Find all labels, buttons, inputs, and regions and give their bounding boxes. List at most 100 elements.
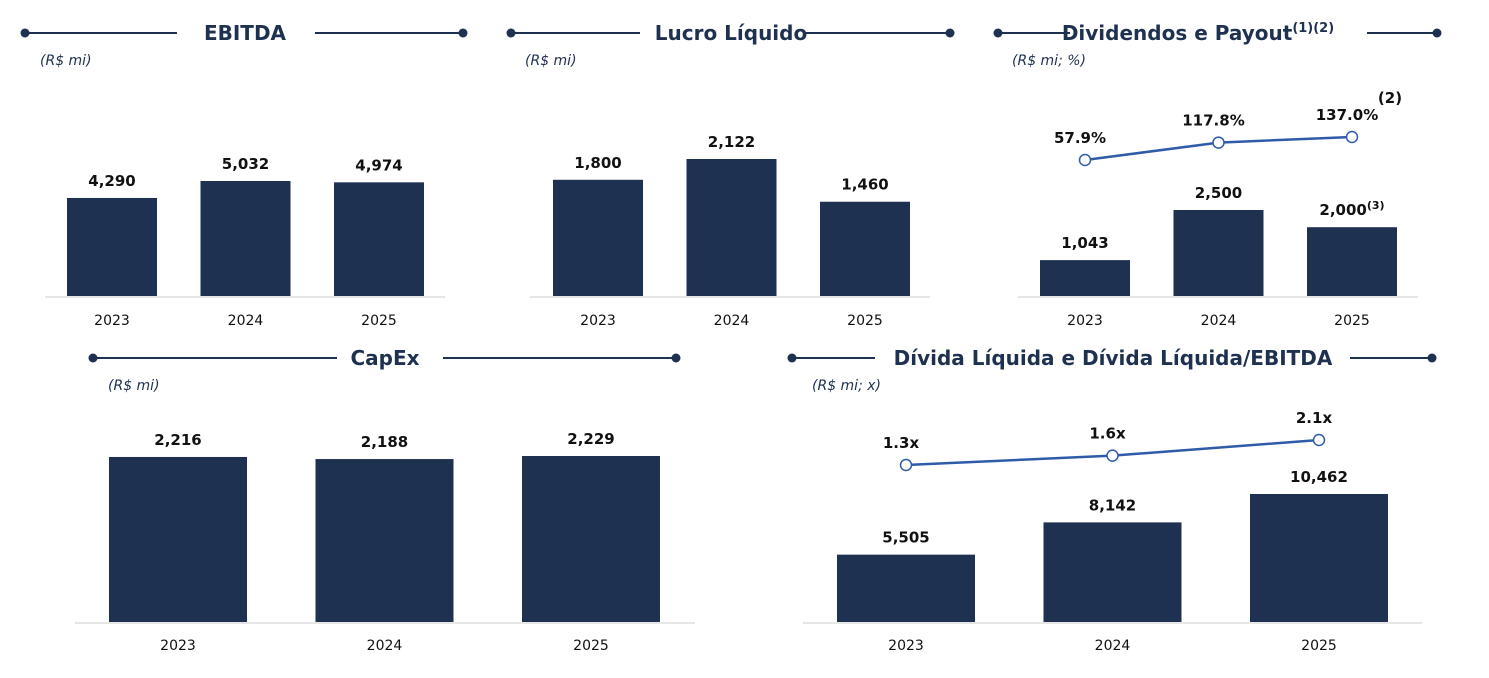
header-dot <box>506 28 516 38</box>
value-label-text: 4,290 <box>88 172 135 190</box>
line-value-label: 1.3x <box>883 434 920 452</box>
chart-title-text: Dívida Líquida e Dívida Líquida/EBITDA <box>894 346 1333 370</box>
value-label: 1,460 <box>841 176 888 194</box>
chart-subtitle: (R$ mi) <box>40 53 92 69</box>
line-point <box>1312 433 1326 447</box>
value-label-text: 1,800 <box>574 154 621 172</box>
line-value-label: 57.9% <box>1054 129 1106 147</box>
value-label: 5,032 <box>222 155 269 173</box>
value-label-text: 2,188 <box>361 433 408 451</box>
value-label: 10,462 <box>1290 468 1348 486</box>
x-tick-label: 2024 <box>714 313 750 329</box>
x-tick-label: 2024 <box>228 313 264 329</box>
line-value-label: 1.6x <box>1089 425 1126 443</box>
bar <box>1307 227 1397 296</box>
bar <box>200 181 291 296</box>
value-label-text: 2,122 <box>708 133 755 151</box>
bar <box>1250 494 1388 622</box>
value-label-text: 2,216 <box>154 431 201 449</box>
bar <box>1173 210 1264 296</box>
value-label: 2,122 <box>708 133 755 151</box>
chart-subtitle: (R$ mi; %) <box>1012 53 1086 69</box>
x-tick-label: 2024 <box>1095 638 1131 654</box>
line-value-label: 117.8% <box>1182 112 1244 130</box>
x-tick-label: 2023 <box>888 638 924 654</box>
x-tick-label: 2025 <box>361 313 397 329</box>
header-dot <box>945 28 955 38</box>
chart-title-text: Dividendos e Payout <box>1062 21 1293 45</box>
line-point <box>1078 153 1092 167</box>
bar <box>67 197 157 296</box>
value-label-text: 5,505 <box>882 529 929 547</box>
line-point <box>1106 449 1119 462</box>
chart-subtitle: (R$ mi; x) <box>812 378 881 394</box>
bar <box>553 179 643 296</box>
bar <box>1043 522 1182 622</box>
value-label: 4,974 <box>355 156 402 174</box>
value-label-text: 10,462 <box>1290 468 1348 486</box>
value-label-text: 2,000 <box>1319 201 1366 219</box>
chart-title-text: Lucro Líquido <box>655 21 807 45</box>
line-value-label: 2.1x <box>1296 409 1333 427</box>
x-tick-label: 2025 <box>1301 638 1337 654</box>
value-note: (3) <box>1367 199 1385 212</box>
bar <box>820 201 910 296</box>
bar <box>686 159 777 296</box>
chart-subtitle: (R$ mi) <box>108 378 160 394</box>
x-tick-label: 2024 <box>1201 313 1237 329</box>
value-label-text: 2,500 <box>1195 184 1242 202</box>
chart-title: EBITDA <box>204 21 287 45</box>
header-dot <box>787 353 797 363</box>
value-label: 8,142 <box>1089 496 1136 514</box>
value-label: 4,290 <box>88 172 135 190</box>
bar <box>315 459 454 622</box>
x-tick-label: 2023 <box>94 313 130 329</box>
x-tick-label: 2023 <box>580 313 616 329</box>
line-point <box>899 458 913 472</box>
value-label-text: 8,142 <box>1089 496 1136 514</box>
value-label: 2,500 <box>1195 184 1242 202</box>
value-label-text: 4,974 <box>355 156 402 174</box>
value-label: 2,216 <box>154 431 201 449</box>
line-value-label: 137.0% <box>1316 106 1378 124</box>
bar <box>334 182 424 296</box>
line-point <box>1212 136 1225 149</box>
x-tick-label: 2025 <box>1334 313 1370 329</box>
value-label: 1,043 <box>1061 234 1108 252</box>
header-dot <box>1432 28 1442 38</box>
x-tick-label: 2023 <box>1067 313 1103 329</box>
header-dot <box>20 28 30 38</box>
value-label-text: 1,460 <box>841 176 888 194</box>
chart-title: CapEx <box>350 346 419 370</box>
chart-title: Lucro Líquido <box>655 21 807 45</box>
chart-title: Dívida Líquida e Dívida Líquida/EBITDA <box>894 346 1333 370</box>
line-value-note: (2) <box>1378 89 1402 107</box>
header-dot <box>458 28 468 38</box>
value-label: 2,188 <box>361 433 408 451</box>
value-label-text: 5,032 <box>222 155 269 173</box>
bar <box>522 456 660 622</box>
value-label: 2,229 <box>567 430 614 448</box>
x-tick-label: 2025 <box>847 313 883 329</box>
value-label-text: 2,229 <box>567 430 614 448</box>
title-note: (1)(2) <box>1292 21 1334 36</box>
value-label: 5,505 <box>882 529 929 547</box>
bar <box>837 554 975 622</box>
x-tick-label: 2025 <box>573 638 609 654</box>
header-dot <box>88 353 98 363</box>
x-tick-label: 2024 <box>367 638 403 654</box>
bar <box>109 456 247 622</box>
chart-title-text: EBITDA <box>204 21 287 45</box>
value-label-text: 1,043 <box>1061 234 1108 252</box>
line-point <box>1345 130 1359 144</box>
header-dot <box>671 353 681 363</box>
header-dot <box>1427 353 1437 363</box>
chart-title-text: CapEx <box>350 346 419 370</box>
x-tick-label: 2023 <box>160 638 196 654</box>
bar <box>1040 260 1130 296</box>
header-dot <box>993 28 1003 38</box>
value-label: 2,000(3) <box>1319 199 1384 219</box>
value-label: 1,800 <box>574 154 621 172</box>
chart-title: Dividendos e Payout(1)(2) <box>1062 21 1334 45</box>
